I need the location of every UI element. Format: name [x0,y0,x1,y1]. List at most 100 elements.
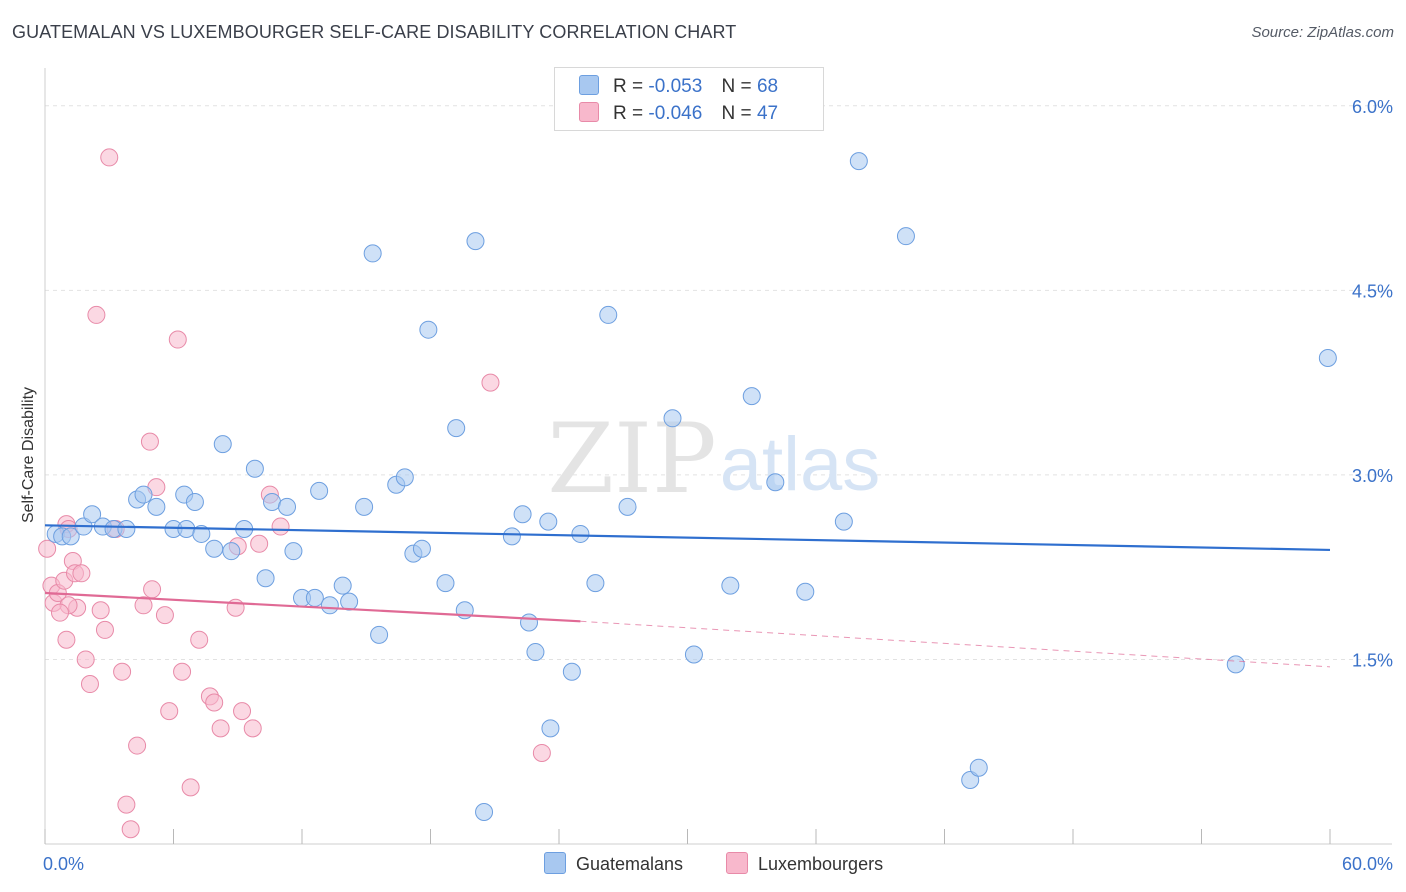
luxembourgers-trend-line [44,591,581,623]
legend-n-label: N = [721,76,752,97]
guatemalan-point [796,582,815,601]
legend-row-guatemalans: R = -0.053 N = 68 [579,75,778,99]
luxembourger-point [50,603,69,622]
y-axis-label: Self-Care Disability [20,386,37,524]
luxembourgers-trend-extension [580,620,1331,668]
legend-r-value: -0.046 [648,103,703,124]
legend-swatch-blue [579,75,599,95]
bottom-legend-guatemalans: Guatemalans [544,852,683,875]
legend-n-value: 47 [756,103,779,124]
watermark-atlas: atlas [720,422,881,507]
luxembourger-point [233,702,252,721]
guatemalan-point [834,512,853,531]
guatemalan-point [256,569,275,588]
stats-legend: R = -0.053 N = 68 R = -0.046 N = 47 [554,67,824,131]
guatemalan-point [340,592,359,611]
guatemalan-point [333,576,352,595]
guatemalan-point [475,803,494,822]
guatemalan-point [466,232,485,251]
luxembourger-point [140,432,159,451]
luxembourger-point [100,148,119,167]
guatemalan-point [412,539,431,558]
guatemalan-point [896,227,915,246]
guatemalan-point [571,524,590,543]
tick-labels: 1.5% 3.0% 4.5% 6.0% 0.0% 60.0% [43,97,1393,874]
guatemalan-point [320,596,339,615]
guatemalan-point [849,152,868,171]
y-tick-label: 1.5% [1352,650,1393,670]
guatemalan-point [363,244,382,263]
guatemalan-point [1318,348,1337,367]
x-tick-label: 60.0% [1342,854,1393,874]
guatemalan-point [766,473,785,492]
guatemalans-points [46,152,1337,822]
guatemalan-point [562,662,581,681]
guatemalan-point [222,542,241,561]
guatemalan-point [305,588,324,607]
luxembourger-point [211,719,230,738]
guatemalan-point [205,539,224,558]
guatemalan-point [284,542,303,561]
guatemalan-point [61,527,80,546]
guatemalan-point [310,481,329,500]
luxembourger-point [87,305,106,324]
guatemalan-point [192,524,211,543]
luxembourger-point [117,795,136,814]
guatemalan-point [147,497,166,516]
luxembourger-point [243,719,262,738]
legend-r-value: -0.053 [648,76,703,97]
luxembourger-point [155,606,174,625]
legend-r-label: R = [613,103,644,124]
guatemalan-point [213,435,232,454]
guatemalan-point [83,505,102,524]
y-tick-label: 6.0% [1352,97,1393,117]
x-tick-label: 0.0% [43,854,84,874]
luxembourger-point [190,630,209,649]
guatemalan-point [520,613,539,632]
legend-r-label: R = [613,76,644,97]
luxembourger-point [134,596,153,615]
luxembourgers-points [38,148,551,839]
watermark: ZIP atlas [547,403,880,515]
chart-title: GUATEMALAN VS LUXEMBOURGER SELF-CARE DIS… [12,22,737,42]
guatemalan-point [395,468,414,487]
luxembourger-point [205,693,224,712]
guatemalan-point [599,305,618,324]
guatemalan-point [370,625,389,644]
bottom-legend-swatch-blue [544,852,566,874]
y-tick-label: 4.5% [1352,281,1393,301]
luxembourger-point [113,662,132,681]
luxembourger-point [76,650,95,669]
luxembourger-point [173,662,192,681]
legend-n-value: 68 [756,76,779,97]
luxembourger-point [91,601,110,620]
guatemalan-point [245,459,264,478]
luxembourger-point [250,534,269,553]
luxembourger-point [168,330,187,349]
luxembourger-point [143,580,162,599]
guatemalan-point [447,419,466,438]
grid-lines [45,105,1392,660]
axes [44,68,1392,845]
source-label: Source: ZipAtlas.com [1251,24,1394,41]
legend-n-label: N = [721,103,752,124]
bottom-legend-label: Luxembourgers [758,854,884,874]
legend-row-luxembourgers: R = -0.046 N = 47 [579,102,778,126]
bottom-legend-swatch-pink [726,852,748,874]
guatemalan-point [969,758,988,777]
guatemalan-point [541,719,560,738]
trend-lines [44,524,1331,668]
bottom-legend-label: Guatemalans [576,854,684,874]
guatemalan-point [961,771,980,790]
guatemalan-point [185,492,204,511]
luxembourger-point [160,702,179,721]
luxembourger-point [532,743,551,762]
luxembourger-point [72,564,91,583]
luxembourger-point [481,373,500,392]
luxembourger-point [121,820,140,839]
bottom-legend-luxembourgers: Luxembourgers [726,852,883,875]
guatemalans-trend-line [44,524,1331,552]
luxembourger-point [38,539,57,558]
luxembourger-point [95,620,114,639]
